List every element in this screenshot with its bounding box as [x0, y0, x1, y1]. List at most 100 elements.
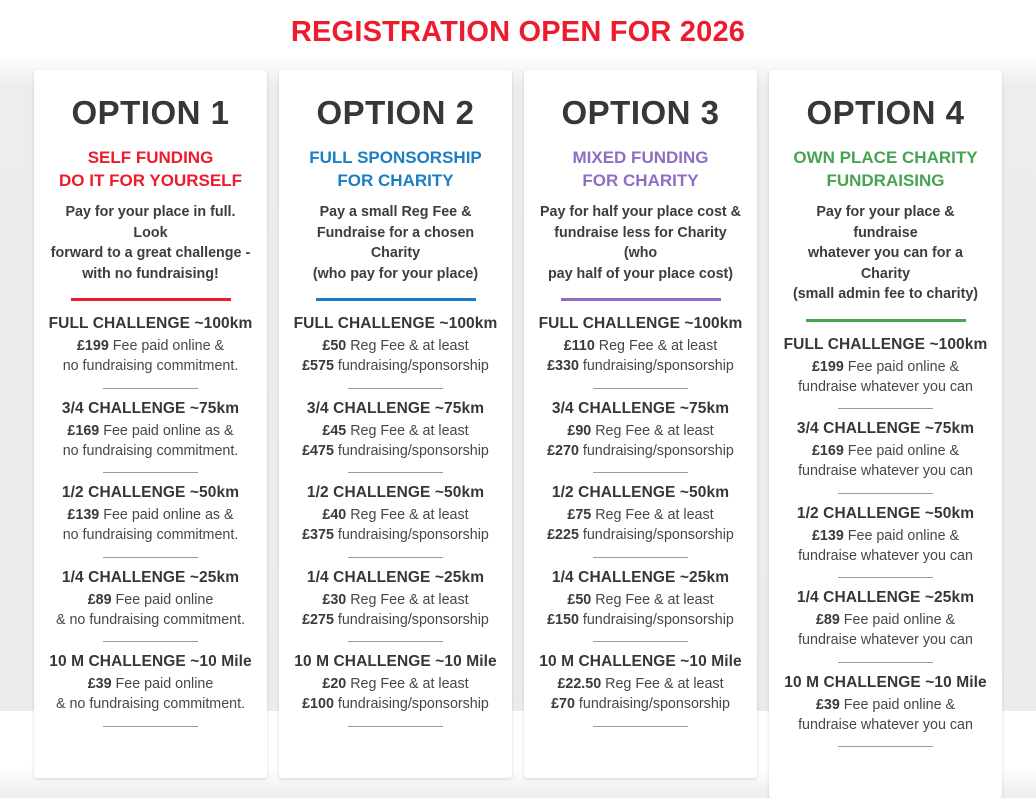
pricing-item-detail: £169 Fee paid online & fundraise whatever… — [798, 443, 973, 480]
accent-divider — [70, 298, 231, 302]
item-divider — [838, 408, 933, 410]
option-title: OPTION 4 — [806, 94, 965, 131]
option-card: OPTION 3 MIXED FUNDING FOR CHARITY Pay fo… — [524, 70, 757, 778]
pricing-item-detail: £139 Fee paid online & fundraise whatever… — [798, 527, 973, 564]
option-title: OPTION 3 — [561, 94, 720, 131]
accent-divider — [560, 298, 721, 302]
pricing-item-detail: £90 Reg Fee & at least £270 fundraising/s… — [547, 422, 734, 459]
pricing-item: 10 M CHALLENGE ~10 Mile £39 Fee paid onl… — [48, 653, 253, 727]
option-title: OPTION 2 — [316, 94, 475, 131]
item-divider — [838, 492, 933, 494]
option-subtitle: SELF FUNDING DO IT FOR YOURSELF — [59, 147, 242, 190]
pricing-items: FULL CHALLENGE ~100km £199 Fee paid onli… — [783, 336, 988, 748]
accent-divider — [805, 319, 966, 323]
pricing-item: FULL CHALLENGE ~100km £199 Fee paid onli… — [783, 336, 988, 410]
item-divider — [593, 472, 688, 474]
pricing-item: 1/2 CHALLENGE ~50km £75 Reg Fee & at lea… — [538, 484, 743, 558]
item-divider — [593, 387, 688, 389]
pricing-items: FULL CHALLENGE ~100km £199 Fee paid onli… — [48, 315, 253, 727]
pricing-item-detail: £75 Reg Fee & at least £225 fundraising/s… — [547, 507, 734, 544]
item-divider — [103, 556, 198, 558]
pricing-item-heading: 10 M CHALLENGE ~10 Mile — [294, 653, 497, 671]
item-divider — [348, 387, 443, 389]
pricing-item-detail: £50 Reg Fee & at least £575 fundraising/s… — [302, 338, 489, 375]
pricing-item: 1/2 CHALLENGE ~50km £40 Reg Fee & at lea… — [293, 484, 498, 558]
item-divider — [103, 387, 198, 389]
item-divider — [103, 725, 198, 727]
pricing-item-heading: 1/2 CHALLENGE ~50km — [306, 484, 485, 502]
pricing-items: FULL CHALLENGE ~100km £110 Reg Fee & at … — [538, 315, 743, 727]
pricing-item-heading: 1/4 CHALLENGE ~25km — [306, 568, 485, 586]
pricing-item-heading: 1/4 CHALLENGE ~25km — [796, 589, 975, 607]
pricing-item-detail: £139 Fee paid online as & no fundraising … — [62, 507, 239, 544]
pricing-item-heading: 3/4 CHALLENGE ~75km — [551, 399, 730, 417]
pricing-item: 3/4 CHALLENGE ~75km £90 Reg Fee & at lea… — [538, 399, 743, 474]
pricing-item-heading: 1/2 CHALLENGE ~50km — [61, 484, 240, 502]
option-subtitle: MIXED FUNDING FOR CHARITY — [572, 147, 709, 190]
pricing-item-detail: £89 Fee paid online & fundraise whatever … — [798, 612, 973, 649]
pricing-item-heading: 10 M CHALLENGE ~10 Mile — [539, 653, 742, 671]
item-divider — [348, 725, 443, 727]
pricing-item: 3/4 CHALLENGE ~75km £45 Reg Fee & at lea… — [293, 399, 498, 474]
pricing-item-heading: 1/4 CHALLENGE ~25km — [61, 568, 240, 586]
item-divider — [593, 725, 688, 727]
pricing-item-heading: 3/4 CHALLENGE ~75km — [306, 399, 485, 417]
option-subtitle: FULL SPONSORSHIP FOR CHARITY — [309, 147, 482, 190]
pricing-item-heading: 1/2 CHALLENGE ~50km — [551, 484, 730, 502]
item-divider — [593, 641, 688, 643]
pricing-item: FULL CHALLENGE ~100km £110 Reg Fee & at … — [538, 315, 743, 389]
page-title: REGISTRATION OPEN FOR 2026 — [290, 16, 746, 48]
pricing-item-heading: 3/4 CHALLENGE ~75km — [61, 399, 240, 417]
option-card: OPTION 4 OWN PLACE CHARITY FUNDRAISING Pa… — [769, 70, 1002, 798]
item-divider — [103, 472, 198, 474]
pricing-item-heading: 10 M CHALLENGE ~10 Mile — [49, 653, 252, 671]
pricing-item-detail: £45 Reg Fee & at least £475 fundraising/s… — [302, 422, 489, 459]
pricing-items: FULL CHALLENGE ~100km £50 Reg Fee & at l… — [293, 315, 498, 727]
accent-divider — [315, 298, 476, 302]
pricing-item-detail: £110 Reg Fee & at least £330 fundraising/… — [547, 338, 734, 375]
item-divider — [838, 661, 933, 663]
option-card: OPTION 2 FULL SPONSORSHIP FOR CHARITY Pay… — [279, 70, 512, 778]
pricing-item-detail: £39 Fee paid online & no fundraising comm… — [55, 676, 246, 712]
pricing-item-detail: £30 Reg Fee & at least £275 fundraising/s… — [302, 591, 489, 628]
item-divider — [838, 746, 933, 748]
pricing-item-heading: FULL CHALLENGE ~100km — [538, 315, 743, 333]
pricing-item-detail: £169 Fee paid online as & no fundraising … — [62, 422, 239, 459]
pricing-options-board: OPTION 1 SELF FUNDING DO IT FOR YOURSELF … — [34, 70, 1002, 798]
option-description: Pay for half your place cost & fundraise … — [539, 204, 741, 282]
pricing-item-detail: £20 Reg Fee & at least £100 fundraising/s… — [302, 676, 489, 712]
pricing-item-heading: FULL CHALLENGE ~100km — [293, 315, 498, 333]
item-divider — [348, 472, 443, 474]
pricing-item-detail: £199 Fee paid online & no fundraising com… — [62, 338, 239, 375]
item-divider — [348, 556, 443, 558]
option-subtitle: OWN PLACE CHARITY FUNDRAISING — [793, 147, 978, 190]
option-card: OPTION 1 SELF FUNDING DO IT FOR YOURSELF … — [34, 70, 267, 778]
pricing-item-detail: £89 Fee paid online & no fundraising comm… — [55, 591, 246, 628]
pricing-item: 1/4 CHALLENGE ~25km £89 Fee paid online &… — [48, 568, 253, 643]
pricing-item-detail: £199 Fee paid online & fundraise whatever… — [798, 359, 973, 395]
pricing-item: 3/4 CHALLENGE ~75km £169 Fee paid online… — [783, 420, 988, 494]
pricing-item-heading: 3/4 CHALLENGE ~75km — [796, 420, 975, 438]
pricing-item-heading: 1/2 CHALLENGE ~50km — [796, 504, 975, 522]
item-divider — [103, 641, 198, 643]
item-divider — [348, 641, 443, 643]
pricing-item: 10 M CHALLENGE ~10 Mile £20 Reg Fee & at… — [293, 653, 498, 727]
pricing-item: 1/4 CHALLENGE ~25km £50 Reg Fee & at lea… — [538, 568, 743, 643]
pricing-item: 3/4 CHALLENGE ~75km £169 Fee paid online… — [48, 399, 253, 474]
pricing-item: FULL CHALLENGE ~100km £199 Fee paid onli… — [48, 315, 253, 389]
option-description: Pay for your place in full. Look forward … — [50, 204, 251, 282]
pricing-item-heading: FULL CHALLENGE ~100km — [783, 336, 988, 354]
pricing-item: FULL CHALLENGE ~100km £50 Reg Fee & at l… — [293, 315, 498, 389]
option-description: Pay for your place & fundraise whatever y… — [792, 204, 979, 303]
pricing-item-detail: £40 Reg Fee & at least £375 fundraising/s… — [302, 507, 489, 544]
option-title: OPTION 1 — [71, 94, 230, 131]
pricing-item-detail: £50 Reg Fee & at least £150 fundraising/s… — [547, 591, 734, 628]
option-description: Pay a small Reg Fee & Fundraise for a cho… — [312, 204, 479, 282]
pricing-item-heading: FULL CHALLENGE ~100km — [48, 315, 253, 333]
pricing-item-detail: £39 Fee paid online & fundraise whatever … — [798, 696, 973, 733]
item-divider — [593, 556, 688, 558]
pricing-item: 1/2 CHALLENGE ~50km £139 Fee paid online… — [48, 484, 253, 558]
pricing-item: 10 M CHALLENGE ~10 Mile £22.50 Reg Fee &… — [538, 653, 743, 727]
pricing-item: 1/4 CHALLENGE ~25km £89 Fee paid online … — [783, 589, 988, 663]
pricing-item-heading: 1/4 CHALLENGE ~25km — [551, 568, 730, 586]
